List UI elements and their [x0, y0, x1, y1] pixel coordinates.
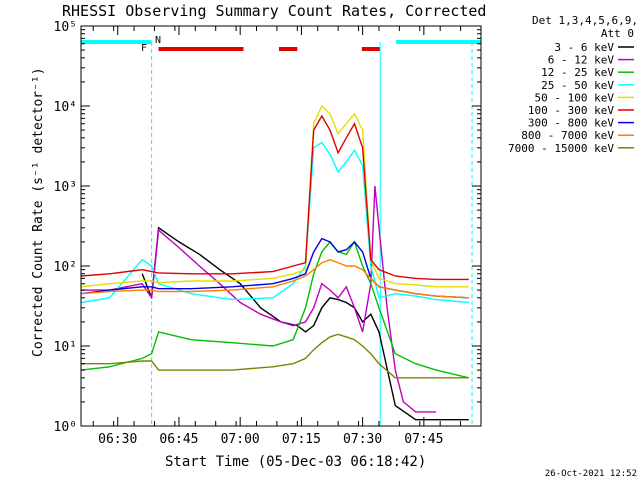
flag-label-n: N	[155, 35, 161, 46]
series-layer	[81, 104, 469, 421]
legend-entry-5: 100 - 300 keV	[528, 104, 614, 117]
flag-label-f: F	[141, 43, 147, 54]
legend-entry-6: 300 - 800 keV	[528, 117, 614, 130]
series-line-1	[81, 185, 437, 413]
plot-frame	[80, 25, 482, 427]
flag-layer	[81, 40, 481, 426]
y-tick-label: 10³	[54, 180, 77, 195]
x-tick-label: 07:30	[343, 432, 382, 447]
legend-header-1: Det 1,3,4,5,6,9,	[532, 14, 638, 27]
series-line-5	[81, 114, 469, 281]
legend-entry-1: 6 - 12 keV	[548, 54, 615, 67]
y-axis-label: Corrected Count Rate (s⁻¹ detector⁻¹)	[31, 67, 46, 357]
legend-entry-4: 50 - 100 keV	[535, 91, 615, 104]
x-tick-label: 07:45	[404, 432, 443, 447]
x-tick-label: 06:30	[98, 432, 137, 447]
x-tick-label: 06:45	[159, 432, 198, 447]
legend-entry-0: 3 - 6 keV	[554, 41, 614, 54]
legend-entry-3: 25 - 50 keV	[541, 79, 614, 92]
legend-entry-8: 7000 - 15000 keV	[508, 142, 614, 155]
legend-entry-7: 800 - 7000 keV	[521, 129, 614, 142]
x-axis-label: Start Time (05-Dec-03 06:18:42)	[165, 454, 426, 470]
legend-entry-2: 12 - 25 keV	[541, 66, 614, 79]
series-line-0	[141, 226, 469, 421]
chart-title: RHESSI Observing Summary Count Rates, Co…	[62, 2, 486, 20]
y-tick-label: 10⁴	[54, 100, 77, 115]
timestamp: 26-Oct-2021 12:52	[545, 469, 637, 479]
axis-layer: 10⁰ 10¹ 10² 10³ 10⁴ 10⁵ 06:30 06:45 07:00 07:15 07…	[54, 20, 481, 447]
y-tick-label: 10²	[54, 260, 77, 275]
y-tick-label: 10⁵	[54, 20, 77, 35]
series-line-2	[81, 240, 469, 379]
y-tick-label: 10⁰	[54, 420, 77, 435]
x-tick-label: 07:00	[221, 432, 260, 447]
series-line-6	[81, 237, 469, 299]
series-line-7	[81, 258, 469, 299]
y-tick-label: 10¹	[54, 340, 77, 355]
series-line-8	[81, 333, 469, 379]
x-tick-label: 07:15	[282, 432, 321, 447]
series-line-4	[81, 104, 469, 288]
legend-header-2: Att 0	[601, 27, 634, 40]
series-line-3	[81, 141, 469, 304]
